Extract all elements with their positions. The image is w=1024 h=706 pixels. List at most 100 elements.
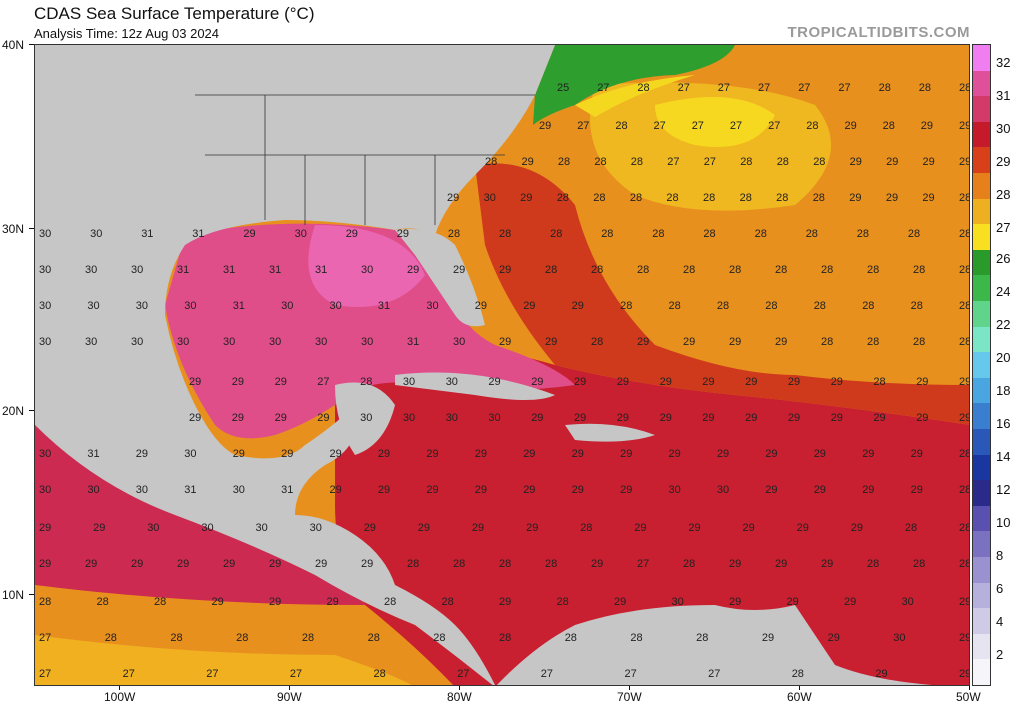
sst-value: 29 <box>574 376 586 388</box>
sst-value: 31 <box>223 264 235 276</box>
sst-value: 29 <box>488 376 500 388</box>
sst-value: 28 <box>154 596 166 608</box>
sst-value: 29 <box>821 558 833 570</box>
sst-value: 30 <box>488 412 500 424</box>
sst-value: 28 <box>669 300 681 312</box>
sst-value: 27 <box>290 668 302 680</box>
sst-value: 28 <box>813 192 825 204</box>
lon-tick <box>289 686 290 690</box>
sst-value: 29 <box>447 192 459 204</box>
lon-tick <box>119 686 120 690</box>
sst-value: 28 <box>594 156 606 168</box>
sst-value: 29 <box>702 376 714 388</box>
sst-value: 29 <box>959 668 970 680</box>
sst-value: 27 <box>597 82 609 94</box>
sst-value: 29 <box>574 412 586 424</box>
sst-value: 30 <box>131 264 143 276</box>
sst-value: 29 <box>886 156 898 168</box>
sst-value: 29 <box>545 336 557 348</box>
sst-value: 29 <box>814 448 826 460</box>
colorbar-swatch <box>973 480 990 507</box>
sst-value: 29 <box>775 336 787 348</box>
sst-value: 28 <box>765 300 777 312</box>
sst-value: 29 <box>572 300 584 312</box>
sst-value: 30 <box>184 300 196 312</box>
sst-value: 28 <box>666 192 678 204</box>
sst-value: 28 <box>302 632 314 644</box>
sst-value: 29 <box>572 448 584 460</box>
sst-value: 29 <box>499 264 511 276</box>
sst-value: 29 <box>959 412 970 424</box>
sst-value: 30 <box>39 228 51 240</box>
sst-value: 29 <box>177 558 189 570</box>
lat-label-30n: 30N <box>2 222 25 236</box>
sst-value: 29 <box>189 412 201 424</box>
north-america-landmass <box>35 45 555 685</box>
sst-value: 28 <box>905 522 917 534</box>
sst-value: 29 <box>916 412 928 424</box>
colorbar-swatch <box>973 147 990 174</box>
sst-value: 28 <box>908 228 920 240</box>
sst-value: 31 <box>233 300 245 312</box>
colorbar-swatch <box>973 403 990 430</box>
sst-value: 28 <box>696 632 708 644</box>
sst-value: 29 <box>539 120 551 132</box>
sst-value: 28 <box>911 300 923 312</box>
sst-value: 29 <box>745 412 757 424</box>
sst-value: 29 <box>136 448 148 460</box>
sst-value: 28 <box>620 300 632 312</box>
sst-value: 27 <box>718 82 730 94</box>
sst-value: 29 <box>572 484 584 496</box>
sst-value: 31 <box>177 264 189 276</box>
sst-value: 29 <box>269 596 281 608</box>
sst-value: 30 <box>902 596 914 608</box>
sst-value: 29 <box>683 336 695 348</box>
sst-value: 29 <box>745 376 757 388</box>
sst-value: 28 <box>105 632 117 644</box>
sst-value: 30 <box>426 300 438 312</box>
sst-value: 28 <box>959 448 970 460</box>
sst-value: 29 <box>911 484 923 496</box>
sst-value: 29 <box>959 120 970 132</box>
sst-value: 29 <box>617 412 629 424</box>
sst-value: 29 <box>851 522 863 534</box>
florida-peninsula <box>395 229 485 327</box>
sst-value: 30 <box>201 522 213 534</box>
sst-value: 29 <box>922 192 934 204</box>
sst-value: 30 <box>669 484 681 496</box>
atlantic-yellow-band <box>655 97 775 147</box>
sst-value: 28 <box>873 376 885 388</box>
sst-value: 28 <box>448 228 460 240</box>
colorbar-swatch <box>973 45 990 72</box>
sst-value: 29 <box>831 376 843 388</box>
sst-value: 29 <box>317 412 329 424</box>
sst-value: 30 <box>39 300 51 312</box>
sst-value: 30 <box>717 484 729 496</box>
sst-value: 29 <box>637 336 649 348</box>
sst-value: 28 <box>433 632 445 644</box>
sst-value: 28 <box>867 558 879 570</box>
sst-value: 30 <box>131 336 143 348</box>
sst-value: 29 <box>911 448 923 460</box>
sst-value: 31 <box>407 336 419 348</box>
colorbar-label: 20 <box>996 350 1011 365</box>
sst-value: 29 <box>499 336 511 348</box>
sst-value: 28 <box>384 596 396 608</box>
hispaniola-island <box>565 423 655 442</box>
sst-value: 28 <box>821 336 833 348</box>
colorbar-swatch <box>973 224 990 251</box>
sst-value: 28 <box>39 596 51 608</box>
sst-value: 28 <box>806 120 818 132</box>
colorbar-swatch <box>973 326 990 353</box>
sst-value: 29 <box>959 376 970 388</box>
sst-value: 29 <box>275 412 287 424</box>
lon-label-50w: 50W <box>956 690 981 704</box>
sst-value: 30 <box>361 336 373 348</box>
colorbar-label: 24 <box>996 284 1011 299</box>
colorbar-swatch <box>973 70 990 97</box>
colorbar-swatch <box>973 557 990 584</box>
sst-value: 29 <box>131 558 143 570</box>
sst-value: 29 <box>849 192 861 204</box>
sst-value-labels: 25 27 28 27 27 27 27 27 28 28 28 29 27 28 27 27 27 27 28 29… <box>39 82 970 680</box>
sst-value: 29 <box>93 522 105 534</box>
